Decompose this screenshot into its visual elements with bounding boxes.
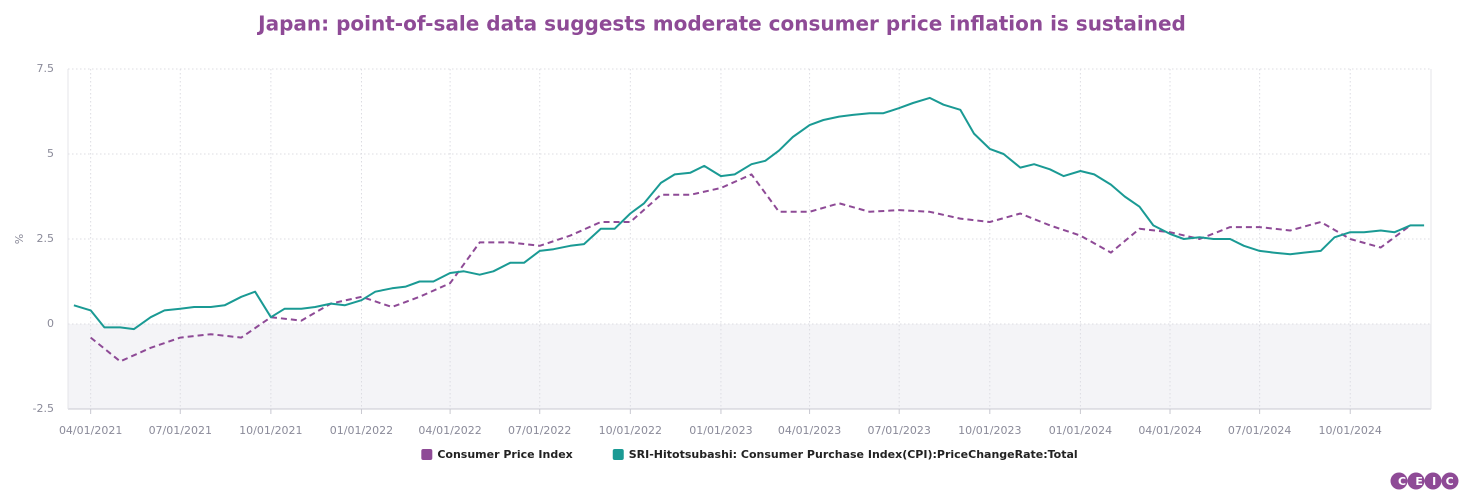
legend-label: SRI-Hitotsubashi: Consumer Purchase Inde… xyxy=(629,448,1078,461)
y-tick-label: 7.5 xyxy=(37,62,55,75)
brand-dot xyxy=(1390,472,1408,490)
legend-label: Consumer Price Index xyxy=(437,448,572,461)
y-axis-label: % xyxy=(13,234,26,244)
x-tick-label: 01/01/2023 xyxy=(689,424,752,437)
x-tick-label: 04/01/2023 xyxy=(778,424,841,437)
x-tick-label: 04/01/2022 xyxy=(418,424,481,437)
legend-swatch xyxy=(612,449,624,460)
y-tick-label: 0 xyxy=(47,317,54,330)
chart-title: Japan: point-of-sale data suggests moder… xyxy=(256,12,1186,36)
x-tick-label: 07/01/2023 xyxy=(867,424,930,437)
x-tick-label: 04/01/2021 xyxy=(59,424,122,437)
negative-band xyxy=(68,324,1431,409)
x-tick-label: 10/01/2024 xyxy=(1319,424,1382,437)
x-tick-label: 07/01/2024 xyxy=(1228,424,1291,437)
x-tick-label: 10/01/2021 xyxy=(239,424,302,437)
x-tick-label: 07/01/2022 xyxy=(508,424,571,437)
brand-dot xyxy=(1424,472,1442,490)
brand: CEIC xyxy=(1398,475,1461,488)
x-tick-label: 10/01/2022 xyxy=(599,424,662,437)
x-tick-label: 07/01/2021 xyxy=(149,424,212,437)
y-tick-label: 5 xyxy=(47,147,54,160)
y-tick-label: 2.5 xyxy=(37,232,55,245)
series-line xyxy=(90,173,1411,363)
series-line xyxy=(73,96,1425,331)
brand-dot xyxy=(1407,472,1425,490)
x-tick-label: 01/01/2022 xyxy=(330,424,393,437)
x-tick-label: 04/01/2024 xyxy=(1138,424,1201,437)
x-tick-label: 01/01/2024 xyxy=(1049,424,1112,437)
legend-swatch xyxy=(421,449,433,460)
y-tick-label: -2.5 xyxy=(33,402,54,415)
brand-dot xyxy=(1441,472,1459,490)
x-tick-label: 10/01/2023 xyxy=(958,424,1021,437)
